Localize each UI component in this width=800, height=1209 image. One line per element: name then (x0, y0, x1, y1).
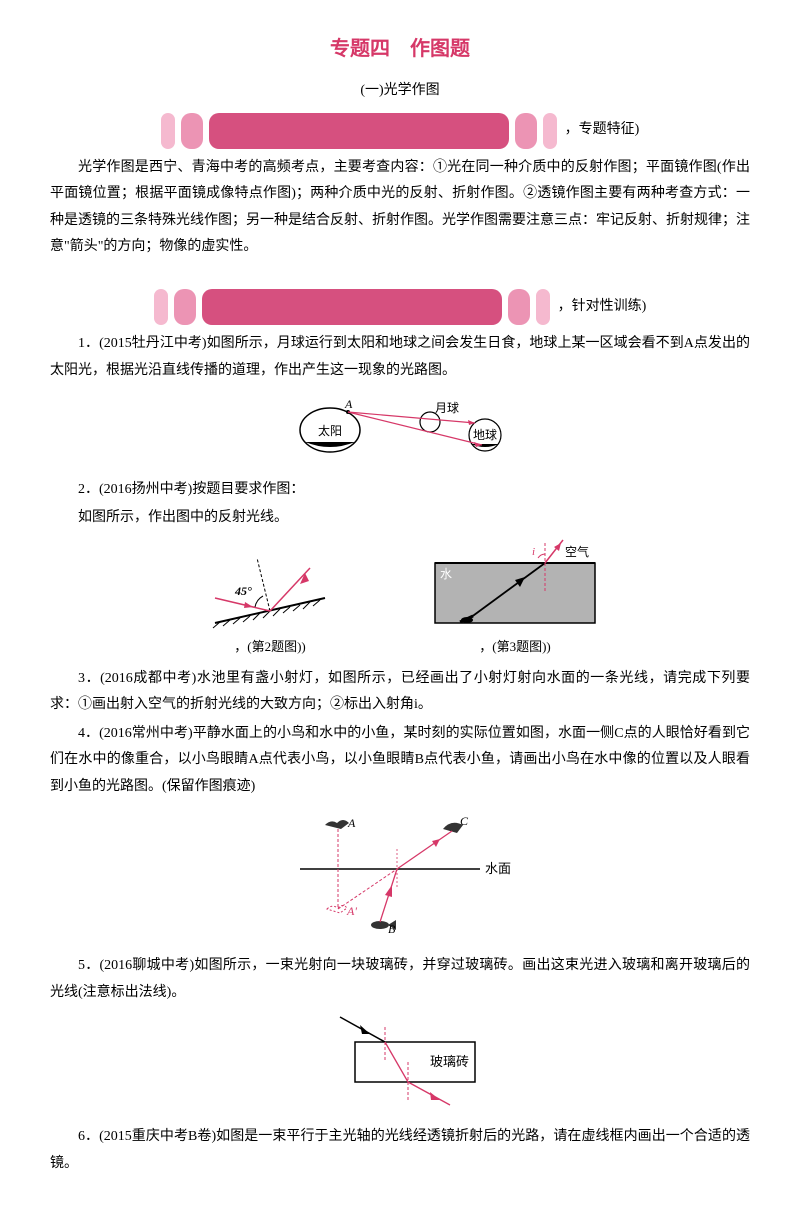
intro-paragraph: 光学作图是西宁、青海中考的高频考点，主要考查内容：①光在同一种介质中的反射作图；… (50, 155, 750, 261)
figure-q2: 45° ，(第2题图)) (195, 543, 345, 660)
fig2-caption: ，(第2题图)) (195, 635, 345, 660)
figure-row-q2q3: 45° ，(第2题图)) 空气 水 i ，(第3题图)) (50, 538, 750, 660)
banner-deco (161, 113, 175, 149)
svg-text:月球: 月球 (435, 401, 459, 415)
svg-text:太阳: 太阳 (318, 423, 342, 438)
banner-deco (515, 113, 537, 149)
page-subtitle: (一)光学作图 (50, 78, 750, 105)
banner-main (202, 289, 502, 325)
svg-text:i: i (532, 546, 535, 558)
banner-deco (543, 113, 557, 149)
banner-zttz: ，专题特征) (50, 113, 750, 149)
svg-text:A: A (344, 397, 353, 411)
banner-zdxxl: ，针对性训练) (50, 289, 750, 325)
svg-text:45°: 45° (234, 584, 252, 598)
banner-deco (174, 289, 196, 325)
svg-text:玻璃砖: 玻璃砖 (430, 1054, 469, 1069)
figure-q5: 玻璃砖 (50, 1012, 750, 1118)
svg-text:地球: 地球 (473, 428, 497, 442)
figure-q1: 太阳 A 月球 地球 (50, 390, 750, 471)
svg-text:A': A' (346, 904, 357, 918)
question-4: 4．(2016常州中考)平静水面上的小鸟和水中的小鱼，某时刻的实际位置如图，水面… (50, 721, 750, 801)
diagram-eclipse: 太阳 A 月球 地球 (290, 390, 510, 460)
svg-text:A: A (347, 816, 356, 830)
svg-text:水: 水 (440, 567, 452, 581)
banner-label: ，针对性训练) (558, 294, 647, 321)
svg-text:水面: 水面 (485, 861, 511, 876)
figure-q3: 空气 水 i ，(第3题图)) (425, 538, 605, 660)
banner-main (209, 113, 509, 149)
svg-text:B: B (388, 922, 396, 936)
question-6: 6．(2015重庆中考B卷)如图是一束平行于主光轴的光线经透镜折射后的光路，请在… (50, 1124, 750, 1177)
question-2-lead: 2．(2016扬州中考)按题目要求作图： (50, 477, 750, 504)
figure-q4: 水面 A C B A' (50, 807, 750, 948)
banner-deco (154, 289, 168, 325)
banner-deco (536, 289, 550, 325)
question-1: 1．(2015牡丹江中考)如图所示，月球运行到太阳和地球之间会发生日食，地球上某… (50, 331, 750, 384)
question-5: 5．(2016聊城中考)如图所示，一束光射向一块玻璃砖，并穿过玻璃砖。画出这束光… (50, 953, 750, 1006)
page-title: 专题四 作图题 (50, 30, 750, 68)
fig3-caption: ，(第3题图)) (425, 635, 605, 660)
svg-text:C: C (460, 814, 469, 828)
question-2-sub: 如图所示，作出图中的反射光线。 (50, 505, 750, 532)
banner-deco (181, 113, 203, 149)
svg-text:空气: 空气 (565, 544, 589, 559)
banner-deco (508, 289, 530, 325)
question-3: 3．(2016成都中考)水池里有盏小射灯，如图所示，已经画出了小射灯射向水面的一… (50, 666, 750, 719)
banner-label: ，专题特征) (565, 117, 640, 144)
